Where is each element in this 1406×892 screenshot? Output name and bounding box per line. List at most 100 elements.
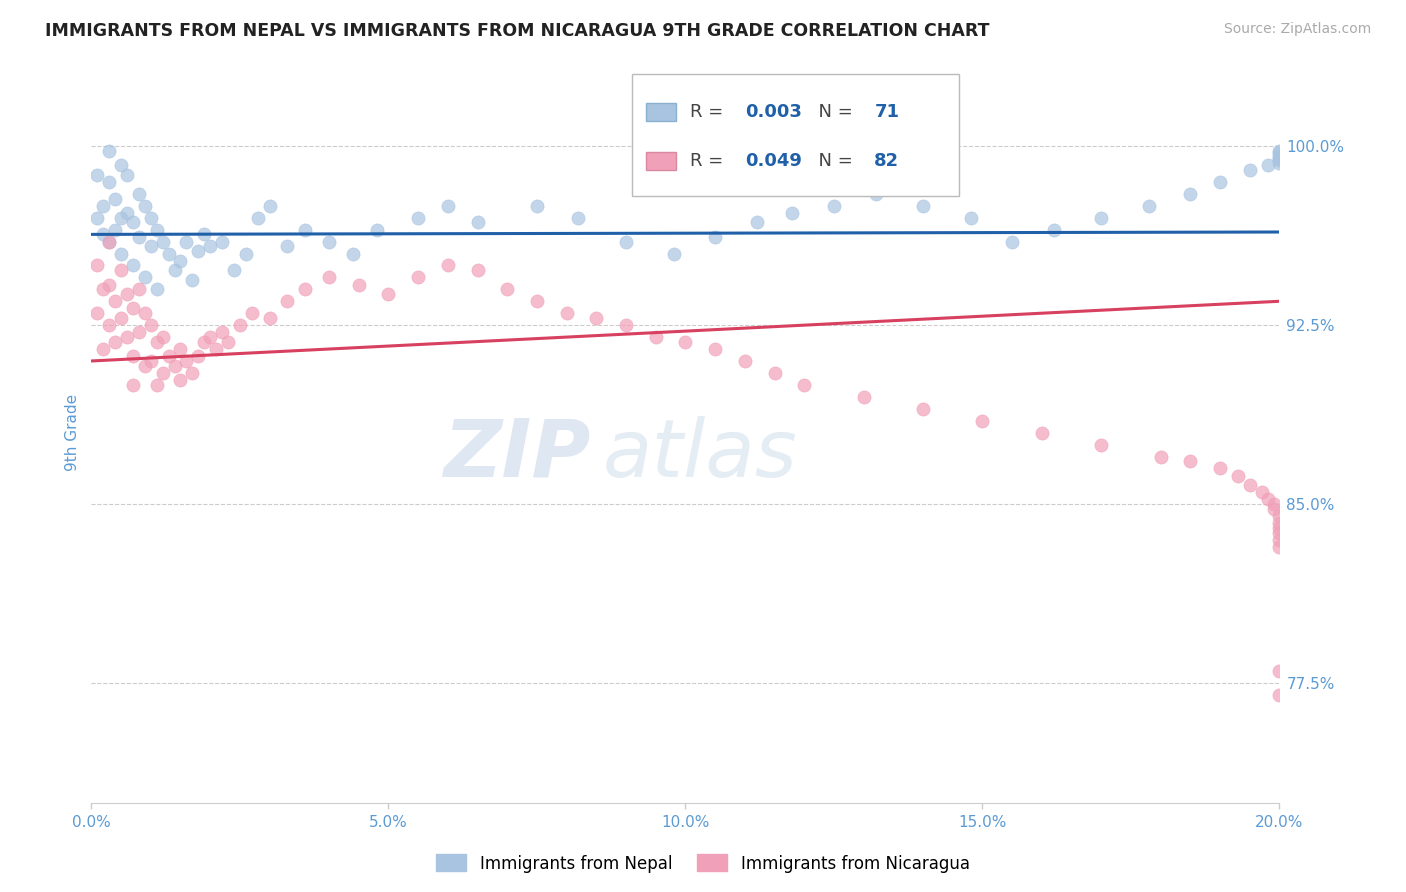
Point bbox=[1001, 235, 1024, 249]
Point bbox=[169, 253, 191, 268]
Point bbox=[1180, 454, 1202, 468]
Point bbox=[1268, 144, 1291, 158]
Point bbox=[782, 206, 804, 220]
Point bbox=[763, 366, 786, 380]
Point bbox=[704, 342, 727, 356]
Point bbox=[1090, 211, 1112, 225]
Point bbox=[1268, 533, 1291, 547]
Point bbox=[205, 342, 228, 356]
Point bbox=[86, 168, 108, 182]
Point bbox=[86, 306, 108, 320]
Point bbox=[1042, 222, 1064, 236]
Text: N =: N = bbox=[807, 152, 858, 169]
Text: R =: R = bbox=[690, 152, 730, 169]
FancyBboxPatch shape bbox=[647, 103, 676, 121]
Point bbox=[1226, 468, 1249, 483]
Point bbox=[139, 318, 162, 333]
Point bbox=[1257, 158, 1279, 172]
Point bbox=[222, 263, 245, 277]
Point bbox=[128, 186, 150, 201]
Legend: Immigrants from Nepal, Immigrants from Nicaragua: Immigrants from Nepal, Immigrants from N… bbox=[430, 847, 976, 880]
Point bbox=[200, 330, 222, 344]
Point bbox=[98, 235, 121, 249]
Point bbox=[139, 211, 162, 225]
Point bbox=[911, 401, 934, 416]
Point bbox=[134, 359, 156, 373]
Point bbox=[240, 306, 263, 320]
Point bbox=[157, 349, 180, 363]
Point bbox=[163, 359, 186, 373]
Text: R =: R = bbox=[690, 103, 730, 121]
Point bbox=[217, 334, 239, 349]
Point bbox=[139, 239, 162, 253]
Point bbox=[181, 273, 204, 287]
Point bbox=[1239, 478, 1261, 492]
Point bbox=[98, 144, 121, 158]
Point bbox=[104, 334, 127, 349]
Point bbox=[555, 306, 578, 320]
Point bbox=[134, 199, 156, 213]
Text: 82: 82 bbox=[875, 152, 900, 169]
Point bbox=[1209, 175, 1232, 189]
Point bbox=[911, 199, 934, 213]
Text: ZIP: ZIP bbox=[443, 416, 591, 494]
Point bbox=[614, 235, 637, 249]
Point bbox=[229, 318, 252, 333]
Point bbox=[134, 306, 156, 320]
Point bbox=[585, 310, 607, 325]
Text: IMMIGRANTS FROM NEPAL VS IMMIGRANTS FROM NICARAGUA 9TH GRADE CORRELATION CHART: IMMIGRANTS FROM NEPAL VS IMMIGRANTS FROM… bbox=[45, 22, 990, 40]
Point bbox=[91, 342, 114, 356]
Point bbox=[145, 282, 167, 296]
Point bbox=[1137, 199, 1160, 213]
Text: 0.049: 0.049 bbox=[745, 152, 801, 169]
Text: Source: ZipAtlas.com: Source: ZipAtlas.com bbox=[1223, 22, 1371, 37]
Point bbox=[972, 414, 994, 428]
FancyBboxPatch shape bbox=[631, 73, 959, 195]
Point bbox=[200, 239, 222, 253]
Point bbox=[115, 330, 138, 344]
Point bbox=[122, 349, 145, 363]
Point bbox=[1268, 148, 1291, 162]
Point bbox=[193, 334, 215, 349]
Point bbox=[115, 287, 138, 301]
Point bbox=[347, 277, 370, 292]
Point bbox=[98, 277, 121, 292]
Point bbox=[745, 215, 768, 229]
Point bbox=[1268, 509, 1291, 524]
Point bbox=[181, 366, 204, 380]
Point bbox=[193, 227, 215, 242]
Point bbox=[115, 168, 138, 182]
Point bbox=[1263, 497, 1285, 511]
Point bbox=[98, 318, 121, 333]
Point bbox=[169, 373, 191, 387]
Point bbox=[1257, 492, 1279, 507]
Point bbox=[673, 334, 696, 349]
Point bbox=[1209, 461, 1232, 475]
Point bbox=[152, 366, 174, 380]
Point bbox=[98, 175, 121, 189]
Point bbox=[662, 246, 685, 260]
Text: atlas: atlas bbox=[602, 416, 797, 494]
Point bbox=[145, 222, 167, 236]
Point bbox=[152, 330, 174, 344]
Point bbox=[176, 235, 198, 249]
Point bbox=[294, 222, 316, 236]
Point bbox=[823, 199, 845, 213]
Point bbox=[1268, 665, 1291, 679]
Point bbox=[134, 270, 156, 285]
Point bbox=[104, 192, 127, 206]
Point bbox=[128, 326, 150, 340]
Point bbox=[122, 215, 145, 229]
Point bbox=[1268, 516, 1291, 531]
Point bbox=[187, 244, 209, 259]
Point bbox=[1180, 186, 1202, 201]
Point bbox=[406, 270, 429, 285]
Point bbox=[1268, 541, 1291, 555]
Point bbox=[793, 377, 815, 392]
Point bbox=[959, 211, 981, 225]
Point bbox=[436, 199, 458, 213]
Point bbox=[1268, 521, 1291, 535]
Point bbox=[294, 282, 316, 296]
Point bbox=[98, 235, 121, 249]
Point bbox=[246, 211, 269, 225]
